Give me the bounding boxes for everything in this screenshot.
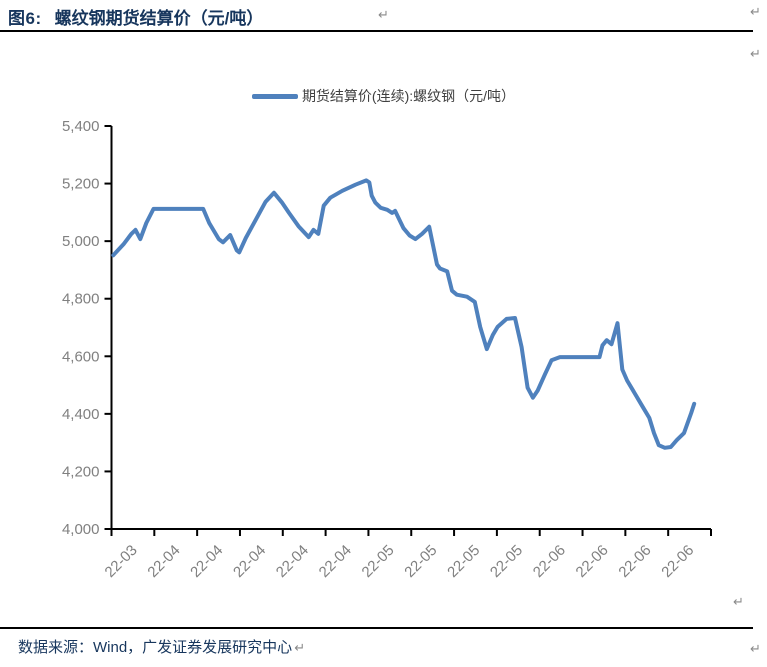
figure-title: 螺纹钢期货结算价（元/吨）	[54, 9, 264, 28]
x-tick-label: 22-04	[230, 542, 269, 581]
chart-legend: 期货结算价(连续):螺纹钢（元/吨）	[0, 86, 767, 106]
x-tick-label: 22-05	[359, 542, 398, 581]
x-tick-label: 22-06	[573, 542, 612, 581]
paragraph-mark: ↵	[750, 641, 761, 656]
y-tick-label: 5,400	[62, 118, 100, 135]
y-tick-label: 5,000	[62, 233, 100, 250]
x-tick-label: 22-04	[187, 542, 226, 581]
y-tick-label: 4,800	[62, 291, 100, 308]
x-tick-label: 22-05	[401, 542, 440, 581]
y-tick-label: 4,400	[62, 406, 100, 423]
series-line	[111, 178, 697, 450]
data-source-note: 数据来源：Wind，广发证券发展研究中心 ↵	[18, 636, 305, 657]
y-tick-label: 5,200	[62, 176, 100, 193]
x-tick-label: 22-06	[615, 542, 654, 581]
x-tick-label: 22-04	[144, 542, 183, 581]
figure-number: 图6:	[8, 9, 42, 28]
y-tick-label: 4,000	[62, 521, 100, 538]
x-tick-label: 22-06	[658, 542, 697, 581]
paragraph-mark: ↵	[750, 4, 761, 19]
title-divider	[0, 30, 753, 32]
paragraph-mark: ↵	[750, 46, 761, 61]
figure-title-row: 图6: 螺纹钢期货结算价（元/吨）	[8, 4, 263, 29]
x-tick-label: 22-04	[273, 542, 312, 581]
x-tick-label: 22-05	[487, 542, 526, 581]
paragraph-mark: ↵	[294, 640, 306, 655]
y-tick-label: 4,600	[62, 348, 100, 365]
line-chart: 5,400 5,200 5,000 4,800 4,600 4,400 4,200 4,000…	[62, 118, 712, 581]
paragraph-mark: ↵	[733, 594, 744, 609]
source-text: 数据来源：Wind，广发证券发展研究中心	[18, 639, 293, 656]
x-tick-label: 22-06	[530, 542, 569, 581]
footer-divider	[0, 627, 753, 629]
x-tick-label: 22-05	[444, 542, 483, 581]
legend-line-swatch	[251, 93, 298, 99]
legend-label: 期货结算价(连续):螺纹钢（元/吨）	[301, 88, 516, 104]
x-tick-label: 22-04	[316, 542, 355, 581]
paragraph-mark: ↵	[378, 7, 389, 22]
x-tick-label: 22-03	[102, 542, 141, 581]
y-tick-label: 4,200	[62, 463, 100, 480]
